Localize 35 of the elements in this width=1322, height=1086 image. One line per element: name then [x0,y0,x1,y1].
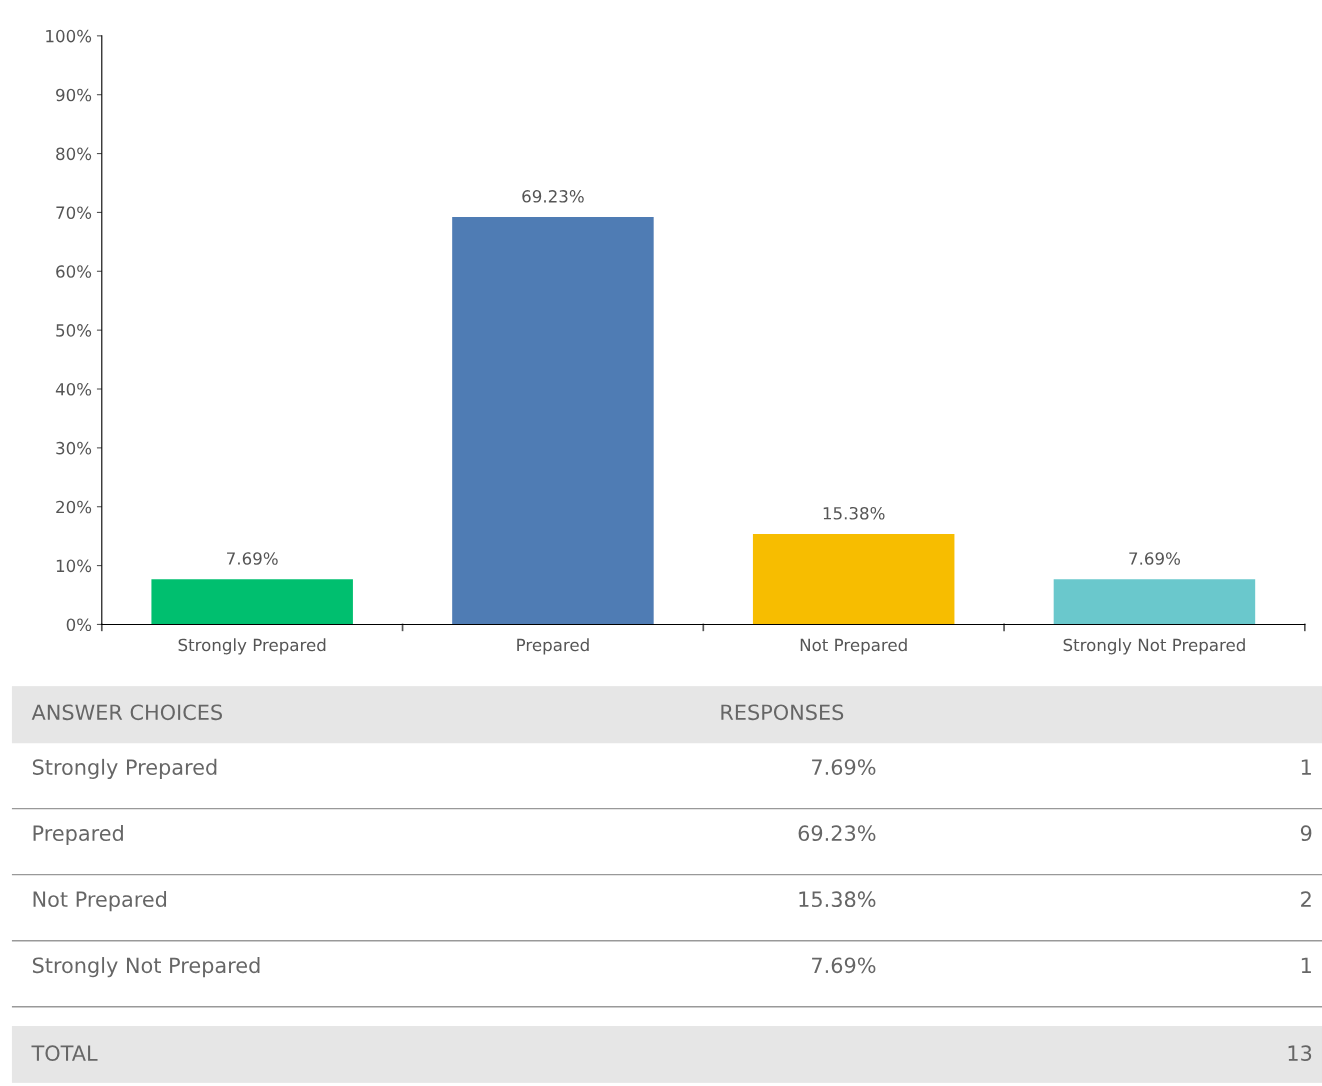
text: TOTAL [31,1045,98,1062]
text: RESPONSES [721,704,844,721]
y-tick-label: 40% [55,382,92,396]
text: 2 [1301,891,1311,907]
y-tick-label: 90% [56,88,92,102]
y-tick-label: 0% [66,618,92,632]
text: ANSWER CHOICES [31,704,222,721]
text: 7.69% [812,759,876,775]
x-tick-label: Strongly Not Prepared [1063,638,1245,655]
y-tick-label: 10% [56,559,92,573]
category-label: Strongly Not Prepared [32,957,260,978]
text: 9 [1300,825,1312,842]
y-tick-label: 100% [46,29,92,43]
data-label: 7.69% [227,552,278,565]
category-label: Strongly Prepared [32,758,217,780]
x-tick-label: Strongly Prepared [178,638,326,655]
data-label: 15.38% [823,506,885,520]
y-tick-label: 60% [56,265,92,278]
text: 1 [1301,957,1311,973]
text: 15.38% [799,891,876,908]
x-tick-label: Prepared [517,638,589,655]
text: 13 [1288,1045,1312,1062]
x-tick-label: Not Prepared [800,638,907,655]
category-label: Not Prepared [33,890,167,912]
data-label: 7.69% [1129,552,1180,565]
text: 7.69% [812,957,876,974]
text: 1 [1301,759,1311,775]
y-tick-label: 80% [56,147,92,161]
y-tick-label: 70% [56,206,92,219]
y-tick-label: 50% [56,324,92,337]
data-label: 69.23% [522,190,584,203]
text: 69.23% [798,825,876,842]
category-label: Prepared [33,824,123,846]
y-tick-label: 20% [56,500,92,514]
y-tick-label: 30% [56,441,92,455]
